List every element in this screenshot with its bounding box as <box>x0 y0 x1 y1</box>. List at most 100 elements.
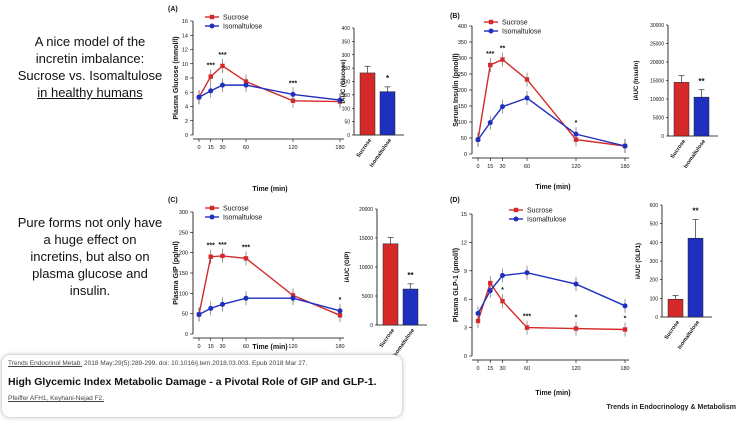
series-line-sucrose <box>477 281 626 331</box>
y-tick-label: 350 <box>458 40 467 46</box>
data-point-isomaltulose <box>337 308 343 314</box>
bar-category-label: Sucrose <box>356 138 373 159</box>
x-tick-label: 30 <box>499 366 505 372</box>
bar-isomaltulose <box>379 91 396 136</box>
bar-y-tick-label: 15000 <box>359 236 373 242</box>
bar-y-tick-label: 20000 <box>359 207 373 213</box>
x-tick-label: 180 <box>335 344 344 350</box>
bar-category-label: Sucrose <box>664 320 681 341</box>
y-tick-label: 50 <box>182 312 188 318</box>
x-tick-label: 180 <box>335 145 344 151</box>
x-tick-label: 60 <box>243 344 249 350</box>
legend-label: Isomaltulose <box>527 217 566 224</box>
data-point-isomaltulose <box>243 82 249 88</box>
x-tick-label: 120 <box>288 344 297 350</box>
x-tick-label: 15 <box>208 145 214 151</box>
legend-marker <box>209 214 215 220</box>
bar-y-tick-label: 50 <box>344 120 350 126</box>
bar-y-tick-label: 10000 <box>650 97 664 103</box>
journal-link[interactable]: Trends Endocrinol Metab. <box>8 360 83 367</box>
x-tick-label: 180 <box>620 164 629 170</box>
bar-y-tick-label: 10000 <box>359 265 373 271</box>
bar-y-tick-label: 0 <box>347 133 350 139</box>
bar-y-tick-label: 5000 <box>362 294 373 300</box>
data-point-isomaltulose <box>196 94 202 100</box>
data-point-sucrose <box>220 63 225 69</box>
bar-y-tick-label: 5000 <box>653 116 664 122</box>
citation-authors[interactable]: Pfeiffer AFH1, Keyhani-Nejad F2. <box>8 395 104 402</box>
y-tick-label: 16 <box>182 19 188 25</box>
y-tick-label: 6 <box>464 297 467 303</box>
citation-details: 2018 May;29(5):289-299. doi: 10.1016/j.t… <box>82 360 308 367</box>
citation-box: Trends Endocrinol Metab. 2018 May;29(5):… <box>2 355 402 417</box>
bar-significance-marker: ** <box>692 207 699 216</box>
bar-category-label: Isomaltulose <box>677 320 701 351</box>
legend-label: Isomaltulose <box>223 215 262 222</box>
panel-label: (B) <box>450 13 460 20</box>
series-line-isomaltulose <box>477 97 626 147</box>
data-point-isomaltulose <box>622 143 628 149</box>
panel-label: (A) <box>168 6 178 13</box>
legend-label: Sucrose <box>527 208 553 215</box>
y-tick-label: 250 <box>179 230 188 236</box>
bar-y-tick-label: 200 <box>650 278 659 284</box>
bar-y-tick-label: 0 <box>370 323 373 329</box>
bar-y-tick-label: 150 <box>342 93 351 99</box>
y-tick-label: 50 <box>461 136 467 142</box>
legend-marker <box>209 205 215 211</box>
data-point-isomaltulose <box>524 95 530 101</box>
y-tick-label: 100 <box>179 291 188 297</box>
x-tick-label: 120 <box>288 145 297 151</box>
side-note-line: incretin imbalance: <box>35 51 145 66</box>
y-axis-label: Plasma GIP (pg/ml) <box>173 241 180 305</box>
bar-y-tick-label: 100 <box>650 296 659 302</box>
bar-y-tick-label: 25000 <box>650 42 664 48</box>
x-tick-label: 0 <box>197 344 200 350</box>
x-tick-label: 15 <box>487 164 493 170</box>
legend-marker <box>488 19 494 25</box>
side-note-line: insulin. <box>69 283 111 298</box>
legend-marker <box>488 28 494 34</box>
journal-footer: Trends in Endocrinology & Metabolism <box>606 404 736 411</box>
x-tick-label: 0 <box>476 164 479 170</box>
legend-marker <box>513 216 519 222</box>
bar-y-tick-label: 0 <box>661 134 664 140</box>
bar-y-axis-label: iAUC (Insulin) <box>634 61 640 101</box>
bar-category-label: Isomaltulose <box>369 138 393 169</box>
side-note-line: a huge effect on <box>43 232 137 247</box>
data-point-sucrose <box>573 326 579 331</box>
x-axis-label: Time (min) <box>535 390 570 397</box>
data-point-isomaltulose <box>500 104 505 110</box>
y-tick-label: 150 <box>179 271 188 277</box>
significance-marker: * <box>575 120 578 127</box>
x-axis-label: Time (min) <box>535 184 570 191</box>
data-point-sucrose <box>524 77 530 82</box>
side-note-line: incretins, but also on <box>30 249 150 264</box>
data-point-isomaltulose <box>573 281 579 287</box>
x-tick-label: 0 <box>197 145 200 151</box>
legend-label: Sucrose <box>223 206 249 213</box>
x-tick-label: 120 <box>571 366 580 372</box>
series-line-isomaltulose <box>198 84 341 101</box>
bar-y-axis-label: iAUC (Glucose) <box>341 59 347 103</box>
data-point-isomaltulose <box>524 270 530 276</box>
side-note-incretin-model: A nice model of the incretin imbalance: … <box>10 33 170 101</box>
x-tick-label: 30 <box>499 164 505 170</box>
y-tick-label: 0 <box>464 152 467 158</box>
significance-marker: * <box>624 315 627 322</box>
data-point-sucrose <box>524 325 530 330</box>
y-tick-label: 10 <box>182 62 188 68</box>
bar-significance-marker: * <box>386 74 390 83</box>
y-tick-label: 2 <box>185 119 188 125</box>
data-point-sucrose <box>208 254 213 259</box>
data-point-isomaltulose <box>622 303 628 309</box>
x-tick-label: 30 <box>219 145 225 151</box>
bar-sucrose <box>359 72 376 136</box>
bar-sucrose <box>673 82 690 137</box>
bar-isomaltulose <box>693 96 710 137</box>
x-tick-label: 120 <box>571 164 580 170</box>
series-line-sucrose <box>198 65 341 103</box>
y-tick-label: 400 <box>458 24 467 30</box>
panel-label: (D) <box>450 197 460 204</box>
